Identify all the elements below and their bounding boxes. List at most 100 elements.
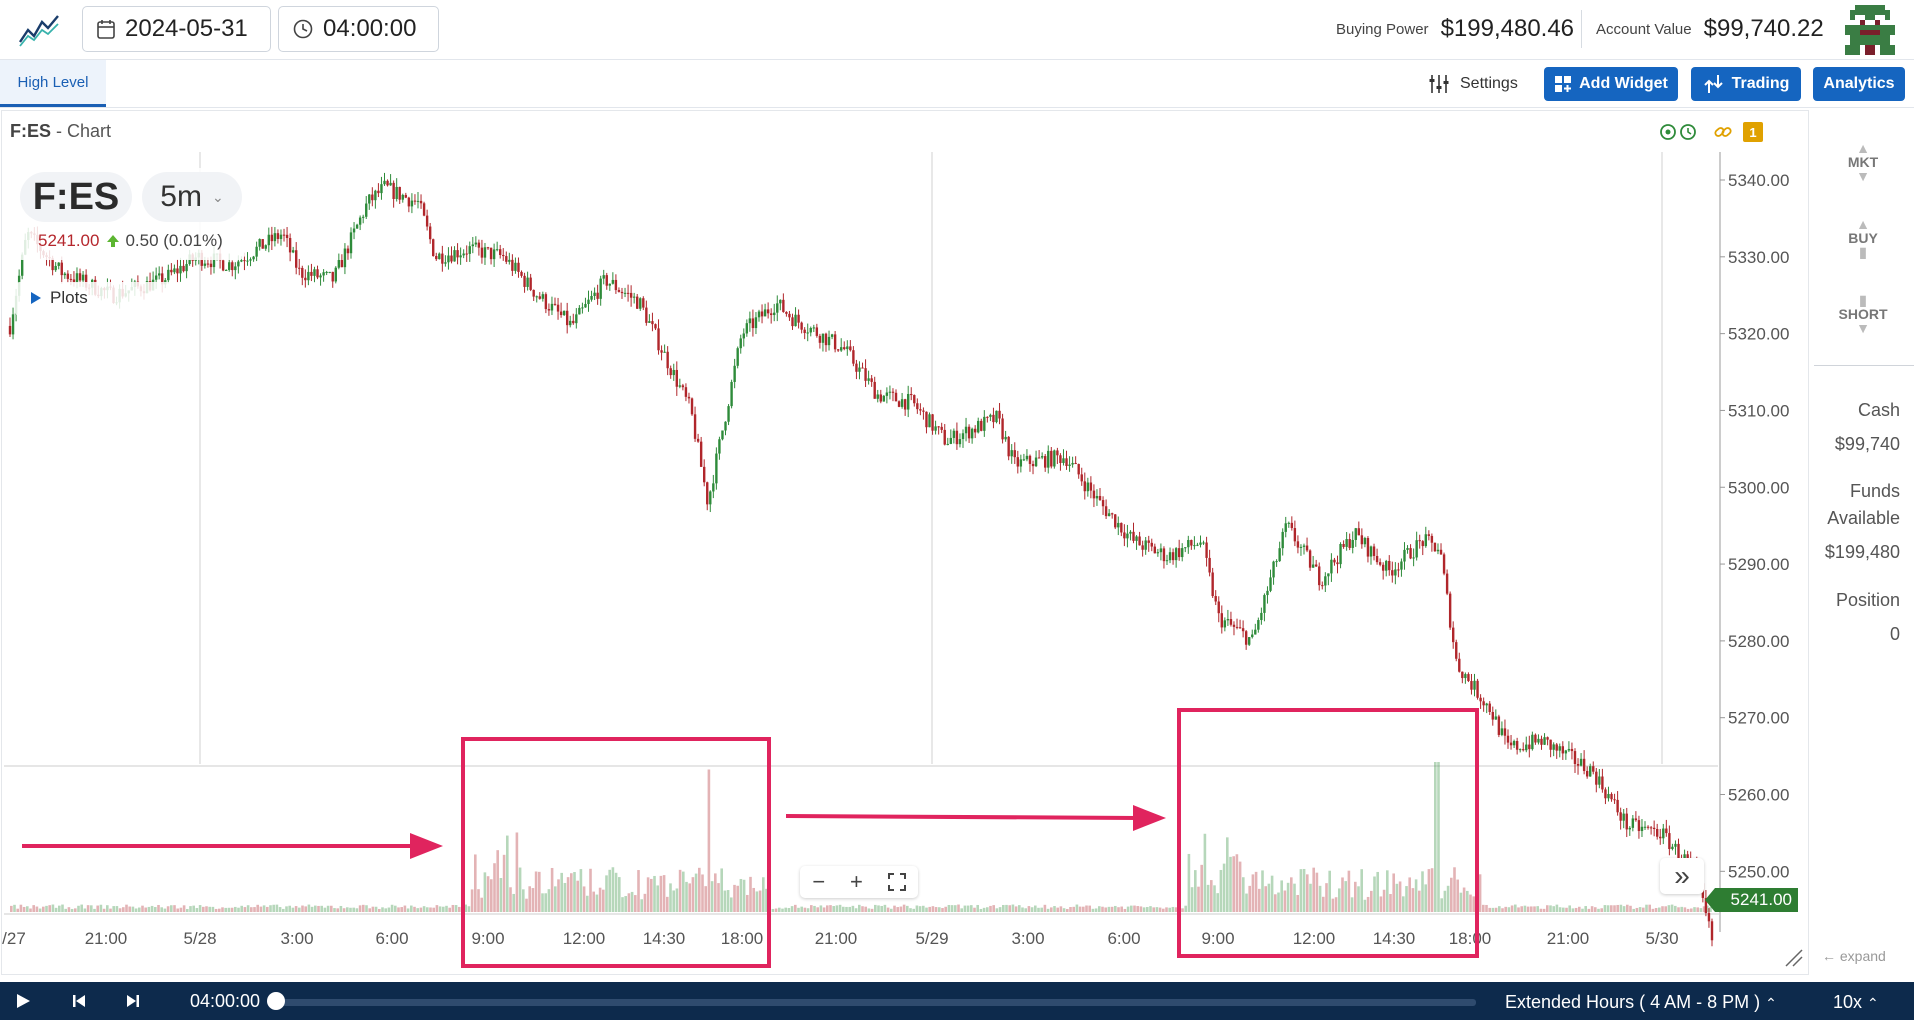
volume-bar bbox=[1555, 904, 1559, 912]
volume-bar bbox=[54, 907, 58, 912]
volume-bar bbox=[653, 875, 656, 912]
market-order-button[interactable]: ▲ MKT ▼ bbox=[1812, 141, 1914, 183]
candle-body bbox=[1266, 590, 1269, 596]
fit-screen-icon[interactable] bbox=[887, 873, 906, 891]
volume-bar bbox=[595, 894, 599, 912]
candle-body bbox=[258, 239, 261, 247]
volume-bar bbox=[682, 871, 685, 912]
volume-bar bbox=[1040, 907, 1043, 912]
timeframe-selector[interactable]: 5m ⌄ bbox=[142, 172, 242, 222]
volume-bar bbox=[230, 907, 234, 912]
candle-body bbox=[1339, 544, 1342, 565]
app-logo-icon[interactable] bbox=[18, 12, 60, 48]
zoom-out-button[interactable]: − bbox=[812, 869, 826, 894]
candle-body bbox=[803, 329, 806, 334]
candle-body bbox=[702, 466, 706, 483]
playback-knob[interactable] bbox=[267, 992, 285, 1010]
candle-body bbox=[1491, 711, 1494, 720]
buy-button[interactable]: ▲ BUY ▮ bbox=[1812, 217, 1914, 259]
candle-body bbox=[967, 426, 971, 439]
candle-body bbox=[60, 262, 63, 276]
candle-body bbox=[675, 369, 678, 387]
trading-button[interactable]: Trading bbox=[1691, 67, 1801, 101]
add-widget-button[interactable]: Add Widget bbox=[1544, 67, 1678, 101]
playback-track[interactable] bbox=[272, 999, 1476, 1006]
candle-body bbox=[261, 239, 264, 249]
volume-bar bbox=[1699, 908, 1703, 912]
volume-bar bbox=[672, 890, 675, 912]
candle-body bbox=[365, 203, 368, 217]
candle-body bbox=[788, 313, 791, 318]
session-selector[interactable]: Extended Hours ( 4 AM - 8 PM ) ⌃ bbox=[1505, 992, 1777, 1013]
settings-button[interactable]: Settings bbox=[1428, 70, 1518, 98]
analytics-button[interactable]: Analytics bbox=[1813, 67, 1905, 101]
candle-body bbox=[800, 322, 803, 330]
candle-body bbox=[404, 194, 408, 198]
volume-bar bbox=[278, 907, 282, 912]
candle-body bbox=[569, 320, 572, 326]
side-panel-expand[interactable]: ← expand bbox=[1822, 948, 1886, 964]
candle-body bbox=[438, 253, 441, 260]
candle-body bbox=[1592, 766, 1595, 772]
speed-selector[interactable]: 10x ⌃ bbox=[1833, 992, 1879, 1013]
candle-body bbox=[307, 271, 310, 281]
play-icon[interactable] bbox=[14, 992, 32, 1010]
volume-bar bbox=[1171, 906, 1175, 912]
zoom-in-button[interactable]: + bbox=[849, 869, 863, 894]
link-icon[interactable] bbox=[1713, 122, 1733, 142]
candle-body bbox=[769, 313, 773, 316]
candle-body bbox=[1028, 455, 1032, 464]
volume-bar bbox=[1366, 896, 1370, 912]
symbol-selector[interactable]: F:ES bbox=[20, 172, 132, 222]
volume-bar bbox=[806, 908, 810, 912]
candle-body bbox=[983, 416, 986, 431]
tab-high-level[interactable]: High Level bbox=[0, 60, 106, 107]
volume-bar bbox=[794, 904, 797, 912]
volume-bar bbox=[282, 908, 285, 912]
volume-bar bbox=[317, 905, 320, 912]
volume-bar bbox=[835, 905, 839, 912]
candle-body bbox=[176, 268, 179, 274]
candle-body bbox=[319, 275, 322, 278]
volume-bar bbox=[915, 905, 919, 912]
volume-bar bbox=[781, 908, 784, 912]
x-tick-label: 12:00 bbox=[1293, 929, 1336, 948]
volume-bar bbox=[1510, 905, 1514, 912]
candle-body bbox=[459, 255, 462, 258]
volume-bar bbox=[179, 907, 183, 912]
step-forward-icon[interactable] bbox=[124, 992, 142, 1010]
candle-body bbox=[358, 217, 362, 225]
price-chart[interactable]: 5340.00 5330.00 5320.00 5310.00 5300.00 5290.… bbox=[0, 152, 1810, 972]
date-picker[interactable]: 2024-05-31 bbox=[82, 6, 271, 52]
candle-body bbox=[1522, 749, 1525, 751]
plots-toggle[interactable]: Plots bbox=[30, 288, 88, 308]
volume-bar bbox=[522, 889, 525, 912]
volume-bar bbox=[1126, 906, 1130, 912]
step-back-icon[interactable] bbox=[70, 992, 88, 1010]
candle-body bbox=[940, 426, 943, 430]
volume-bar bbox=[1430, 868, 1434, 912]
short-button[interactable]: ▮ SHORT ▼ bbox=[1812, 293, 1914, 335]
live-status-icon[interactable] bbox=[1658, 122, 1698, 142]
candle-body bbox=[852, 350, 855, 364]
candle-body bbox=[78, 273, 82, 281]
volume-bar bbox=[1632, 908, 1635, 912]
volume-bar bbox=[275, 904, 279, 912]
volume-bar bbox=[304, 906, 307, 912]
candle-body bbox=[1278, 548, 1281, 562]
candle-body bbox=[304, 277, 307, 281]
resize-handle-icon[interactable] bbox=[1784, 948, 1804, 968]
volume-bar bbox=[1018, 905, 1021, 912]
volume-bar bbox=[58, 905, 61, 912]
candle-body bbox=[916, 403, 919, 410]
scroll-to-latest-button[interactable]: » bbox=[1660, 858, 1704, 894]
candle-body bbox=[425, 215, 429, 227]
time-picker[interactable]: 04:00:00 bbox=[278, 6, 439, 52]
candle-body bbox=[1336, 562, 1339, 565]
volume-bar bbox=[1619, 904, 1623, 912]
avatar[interactable] bbox=[1845, 5, 1895, 55]
volume-bar bbox=[1056, 907, 1059, 912]
candle-body bbox=[995, 410, 998, 423]
volume-bar bbox=[118, 908, 122, 912]
alert-count-badge[interactable]: 1 bbox=[1743, 122, 1763, 142]
